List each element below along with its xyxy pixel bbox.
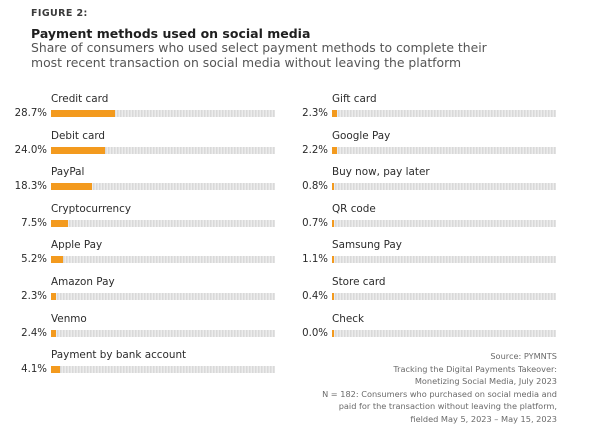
bar-value-label: 7.5% [21,217,47,229]
bar [332,329,334,337]
bar-label: Amazon Pay [51,276,115,288]
bar-value-label: 2.2% [302,144,328,156]
bar-label: Gift card [332,93,377,105]
bar-value-label: 4.1% [21,364,47,376]
bar-label: Buy now, pay later [332,166,430,179]
bar-label: Store card [332,276,386,288]
chart-title: Payment methods used on social media [31,26,311,41]
bar-value-label: 0.0% [302,327,328,339]
bar-track [51,293,275,300]
bar-track [332,146,556,154]
bar-label: Cryptocurrency [51,202,131,215]
bar-value-label: 0.8% [302,181,328,193]
bar-row: Cryptocurrency 7.5% [0,203,593,233]
bar-value-label: 2.3% [302,108,328,119]
source-line: paid for the transaction without leaving… [338,401,557,411]
bar-row: PayPal 18.3% [0,166,593,196]
source-note: Source: PYMNTS Tracking the Digital Paym… [297,350,557,425]
bar-track [51,256,275,264]
chart-subtitle: Share of consumers who used select payme… [31,40,487,70]
bar-row: Google Pay 2.2% [0,130,593,160]
bar [332,219,334,227]
bar [51,293,57,300]
bar-label: Google Pay [332,129,391,142]
bar [51,110,116,117]
bar-track [332,256,556,264]
bar-label: Apple Pay [51,239,103,252]
bar [51,329,57,337]
bar-label: Payment by bank account [51,349,187,362]
bar-track [332,219,556,227]
bar-value-label: 0.4% [302,291,328,302]
bar-row: Check 0.0% [0,313,593,343]
bar [51,146,105,154]
bar-value-label: 1.1% [302,254,328,266]
bar-track [51,183,275,191]
bar-row: Venmo 2.4% [0,313,593,343]
source-line: fielded May 5, 2023 – May 15, 2023 [410,413,557,424]
bar-track [51,329,275,337]
bar [51,256,63,264]
bar-row: Gift card 2.3% [0,93,593,123]
bar-track [51,366,275,374]
bar-value-label: 2.4% [21,327,47,339]
bar-label: QR code [332,202,376,215]
bar-row: Amazon Pay 2.3% [0,276,593,306]
bar [51,219,68,227]
bar-row: Apple Pay 5.2% [0,239,593,269]
bar-value-label: 0.7% [302,217,328,229]
bar [332,183,334,191]
bar [332,146,337,154]
bar [51,183,92,191]
bar [332,110,338,117]
bar-track [332,110,556,117]
bar-value-label: 24.0% [14,144,47,156]
bar [51,366,61,374]
bar-row: Samsung Pay 1.1% [0,239,593,269]
bar-row: Debit card 24.0% [0,130,593,160]
bar-track [332,183,556,191]
bar-row: Buy now, pay later 0.8% [0,166,593,196]
bar-label: Samsung Pay [332,239,402,252]
bar-track [51,110,275,117]
bar-label: Check [332,312,364,325]
bar-label: Venmo [51,312,87,325]
bar-label: Debit card [51,129,106,142]
source-line: Monetizing Social Media, July 2023 [414,376,557,386]
bar-row: QR code 0.7% [0,203,593,233]
figure-label: FIGURE 2: [31,8,88,19]
source-line: N = 182: Consumers who purchased on soci… [322,388,557,399]
bar-value-label: 18.3% [14,181,47,193]
bar-track [51,146,275,154]
bar-value-label: 28.7% [14,108,47,119]
bar-row: Payment by bank account 4.1% [0,349,593,379]
source-line: Tracking the Digital Payments Takeover: [393,363,557,374]
bar-value-label: 2.3% [21,291,47,302]
bar-track [51,219,275,227]
bar [332,256,335,264]
bar-label: PayPal [51,166,85,179]
bar-row: Store card 0.4% [0,276,593,306]
bar-value-label: 5.2% [21,254,47,266]
source-line: Source: PYMNTS [490,351,557,361]
bar-track [332,329,556,337]
bar-row: Credit card 28.7% [0,93,593,123]
bar-track [332,293,556,300]
bar-label: Credit card [51,93,109,105]
bar [332,293,334,300]
